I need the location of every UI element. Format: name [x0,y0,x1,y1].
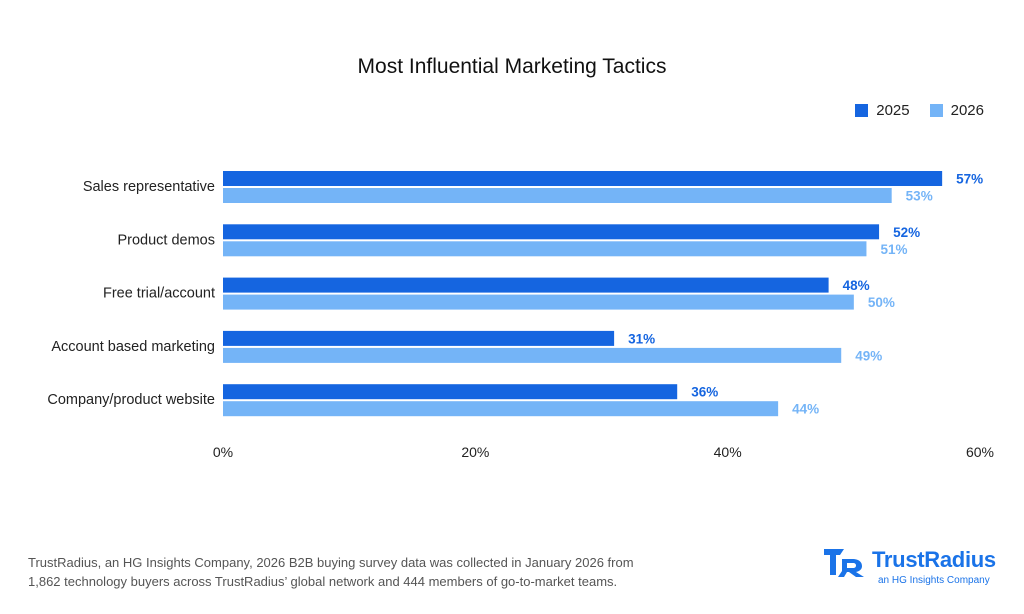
survey-footnote: TrustRadius, an HG Insights Company, 202… [28,553,728,591]
data-label-2025-company-product-website: 36% [691,385,718,400]
bar-2026-sales-representative [223,188,892,203]
x-tick-label-3: 60% [966,444,994,460]
data-label-2026-product-demos: 51% [880,242,907,257]
legend-swatch-2026 [929,104,943,117]
bar-2025-company-product-website [223,384,678,400]
trustradius-brand: TrustRadius an HG Insights Company [822,545,1002,595]
bar-2026-company-product-website [223,401,779,417]
bar-2026-free-trial-account [223,294,854,310]
category-label-product-demos: Product demos [117,232,215,248]
trustradius-logo-icon [824,549,864,577]
data-label-2025-free-trial-account: 48% [843,278,870,293]
data-label-2026-sales-representative: 53% [906,189,933,204]
x-tick-label-1: 20% [461,444,489,460]
bar-2025-product-demos [223,224,880,240]
legend-label-2025: 2025 [876,102,910,119]
legend-item-2026: 2026 [929,102,984,119]
data-label-2025-account-based-marketing: 31% [628,331,655,346]
category-label-company-product-website: Company/product website [47,392,215,408]
bar-2025-account-based-marketing [223,330,615,346]
chart-title: Most Influential Marketing Tactics [357,55,667,78]
legend-item-2025: 2025 [855,102,910,119]
data-label-2025-sales-representative: 57% [956,172,983,187]
data-label-2025-product-demos: 52% [893,225,920,240]
category-label-free-trial-account: Free trial/account [103,286,215,302]
data-label-2026-account-based-marketing: 49% [855,348,882,363]
bar-2026-product-demos [223,241,867,257]
category-label-sales-representative: Sales representative [83,179,215,195]
footnote-line-1: TrustRadius, an HG Insights Company, 202… [28,555,634,570]
chart-legend: 2025 2026 [855,102,984,119]
bar-2025-sales-representative [223,171,943,186]
brand-name: TrustRadius [872,547,996,572]
brand-tagline: an HG Insights Company [878,575,990,586]
legend-label-2026: 2026 [950,102,984,119]
bar-2026-account-based-marketing [223,347,842,363]
data-label-2026-company-product-website: 44% [792,402,819,417]
category-label-account-based-marketing: Account based marketing [51,339,215,355]
footnote-line-2: 1,862 technology buyers across TrustRadi… [28,574,618,589]
x-tick-label-2: 40% [714,444,742,460]
legend-swatch-2025 [855,104,869,117]
bar-2025-free-trial-account [223,277,829,293]
x-tick-label-0: 0% [213,444,233,460]
data-label-2026-free-trial-account: 50% [868,295,895,310]
